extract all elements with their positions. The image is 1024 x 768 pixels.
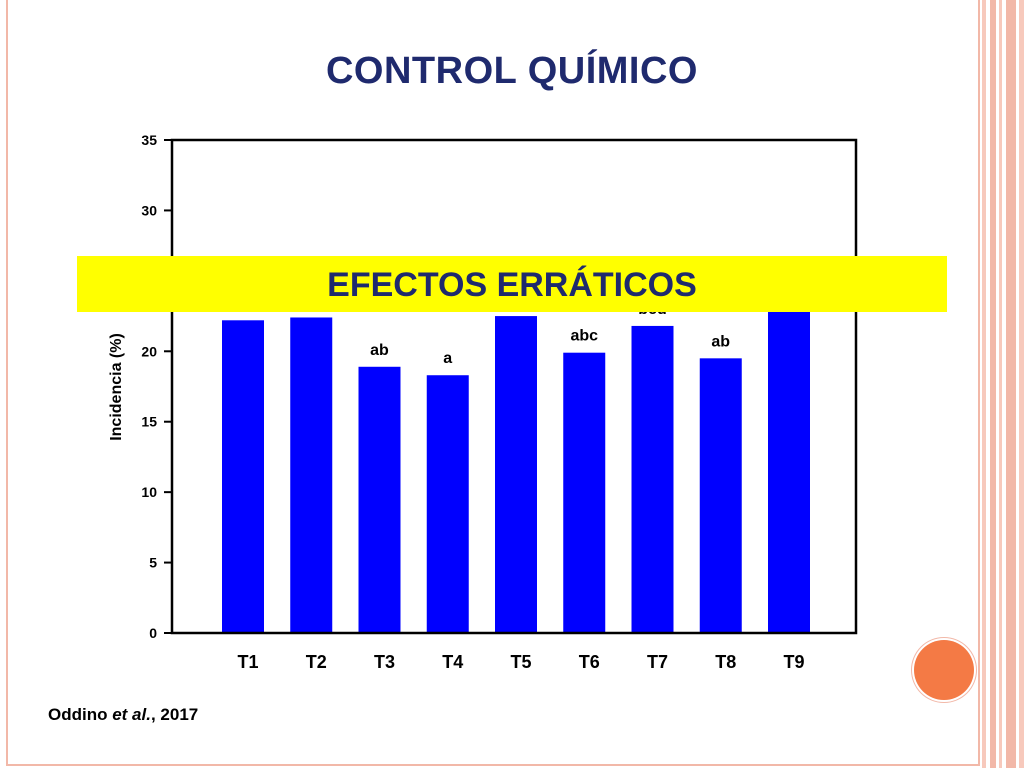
x-category-label: T7 (647, 652, 668, 672)
x-category-label: T1 (237, 652, 258, 672)
x-category-label: T5 (510, 652, 531, 672)
bar-t3 (358, 366, 401, 633)
y-tick-label: 35 (141, 132, 157, 148)
decor-stripe-1 (982, 0, 986, 768)
bar-t5 (495, 316, 537, 633)
y-tick-label: 10 (141, 484, 157, 500)
bar-significance-label: ab (711, 333, 730, 350)
citation-etal: et al. (112, 705, 151, 724)
y-tick-label: 30 (141, 202, 157, 218)
bar-t7 (631, 325, 674, 633)
citation-author: Oddino (48, 705, 113, 724)
plot-area-border (170, 138, 858, 635)
y-tick-label: 5 (149, 555, 157, 571)
y-tick-label: 15 (141, 414, 157, 430)
bar-t1 (222, 320, 264, 633)
bar-t2 (290, 317, 333, 633)
bar-significance-label: abc (570, 328, 598, 345)
x-categories-layer: T1 T2 T3 T4 T5 T6 T7 T8 T9 (237, 652, 804, 672)
x-category-label: T9 (783, 652, 804, 672)
banner-background (77, 256, 947, 312)
decor-stripe-3 (999, 0, 1002, 768)
bar-significance-label: a (443, 350, 452, 367)
x-category-label: T2 (306, 652, 327, 672)
y-axis-label: Incidencia (%) (108, 333, 125, 441)
x-category-label: T8 (715, 652, 736, 672)
slide-title: CONTROL QUÍMICO (325, 50, 698, 92)
citation-year: , 2017 (150, 705, 199, 724)
bars-layer (222, 309, 810, 633)
x-category-label: T4 (442, 652, 463, 672)
bar-t8 (699, 358, 742, 633)
x-category-label: T3 (374, 652, 395, 672)
accent-circle (914, 640, 974, 700)
decor-stripe-4 (1006, 0, 1016, 768)
y-ticks-layer: 05101520253035 (141, 132, 172, 641)
bar-t6 (563, 352, 606, 633)
bar-significance-label: ab (370, 342, 389, 359)
bar-t9 (768, 309, 810, 633)
x-category-label: T6 (579, 652, 600, 672)
decor-stripe-2 (990, 0, 996, 768)
bar-t4 (426, 375, 469, 633)
decor-stripe-5 (1019, 0, 1024, 768)
slide-frame (6, 0, 980, 766)
banner-text: EFECTOS ERRÁTICOS (327, 266, 697, 304)
citation: Oddino et al., 2017 (48, 705, 198, 725)
y-tick-label: 20 (141, 343, 157, 359)
y-tick-label: 0 (149, 625, 157, 641)
